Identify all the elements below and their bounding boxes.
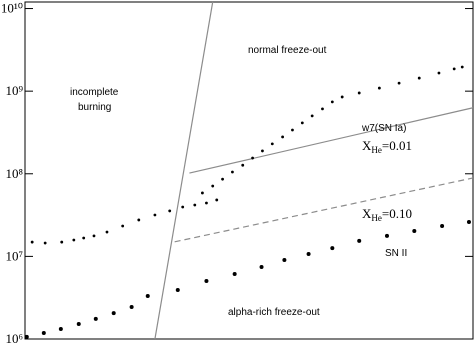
reference-line <box>174 177 474 243</box>
annotation: SN II <box>385 248 407 259</box>
data-point <box>291 128 294 132</box>
annotation-part: X <box>362 206 372 221</box>
data-point <box>43 241 47 245</box>
data-point <box>211 184 215 188</box>
annotation-part: =0.10 <box>382 206 412 221</box>
data-point <box>58 327 63 332</box>
data-point <box>377 86 381 90</box>
data-point <box>30 240 34 244</box>
data-point <box>215 198 219 202</box>
data-point <box>193 203 197 207</box>
data-point <box>168 209 172 213</box>
data-point <box>330 100 334 104</box>
data-point <box>201 191 204 195</box>
data-point <box>440 224 445 229</box>
data-point <box>282 258 287 263</box>
data-point <box>437 71 441 75</box>
data-point <box>76 321 81 326</box>
data-point <box>321 107 324 111</box>
data-point <box>270 142 274 146</box>
y-tick-label: 10⁷ <box>5 248 23 263</box>
data-point <box>261 149 264 153</box>
annotation-sub: He <box>371 213 382 223</box>
data-point <box>340 95 344 99</box>
data-point <box>105 230 109 234</box>
annotation-sub: He <box>371 145 382 155</box>
y-tick-label: 10¹⁰ <box>1 1 23 16</box>
data-point <box>221 177 224 181</box>
data-point <box>137 218 141 222</box>
data-point <box>231 170 234 174</box>
data-point <box>300 121 304 125</box>
data-point <box>204 278 209 283</box>
data-point <box>466 219 471 224</box>
data-point <box>24 334 29 339</box>
data-point <box>259 264 264 269</box>
data-point <box>460 65 464 69</box>
data-point <box>412 228 417 233</box>
data-point <box>205 201 208 205</box>
y-tick-label: 10⁹ <box>5 83 23 98</box>
data-point <box>153 213 157 217</box>
annotation: w7(SN Ia) <box>361 123 406 134</box>
data-point <box>92 234 96 238</box>
annotation: XHe=0.01 <box>362 138 412 155</box>
annotation-part: =0.01 <box>382 138 412 153</box>
data-point <box>181 205 185 209</box>
data-point <box>82 236 86 240</box>
data-point <box>111 311 116 316</box>
y-tick-label: 10⁶ <box>5 331 23 346</box>
annotation: burning <box>78 102 111 113</box>
data-point <box>281 135 284 139</box>
data-point <box>41 331 46 336</box>
data-point <box>357 238 362 243</box>
data-point <box>241 163 245 167</box>
data-point <box>232 272 237 277</box>
data-point <box>452 67 456 71</box>
data-point <box>60 240 64 244</box>
data-point <box>129 304 134 309</box>
data-point <box>251 156 254 160</box>
data-point <box>121 224 125 228</box>
data-point <box>397 81 401 85</box>
data-point <box>93 316 98 321</box>
reference-line <box>189 107 474 174</box>
annotation: incomplete <box>70 87 119 98</box>
data-point <box>357 91 361 95</box>
data-point <box>306 251 311 256</box>
data-point <box>72 238 76 242</box>
annotation: XHe=0.10 <box>362 206 412 223</box>
plot-frame <box>24 1 474 340</box>
data-point <box>145 293 150 298</box>
y-tick-label: 10⁸ <box>5 166 23 181</box>
annotation: alpha-rich freeze-out <box>228 307 320 318</box>
data-point <box>417 76 421 80</box>
reference-line <box>154 1 214 340</box>
data-point <box>384 233 389 238</box>
data-point <box>310 114 314 118</box>
annotation-part: X <box>362 138 372 153</box>
annotation: normal freeze-out <box>248 45 327 56</box>
data-point <box>330 246 335 251</box>
data-point <box>175 287 180 292</box>
